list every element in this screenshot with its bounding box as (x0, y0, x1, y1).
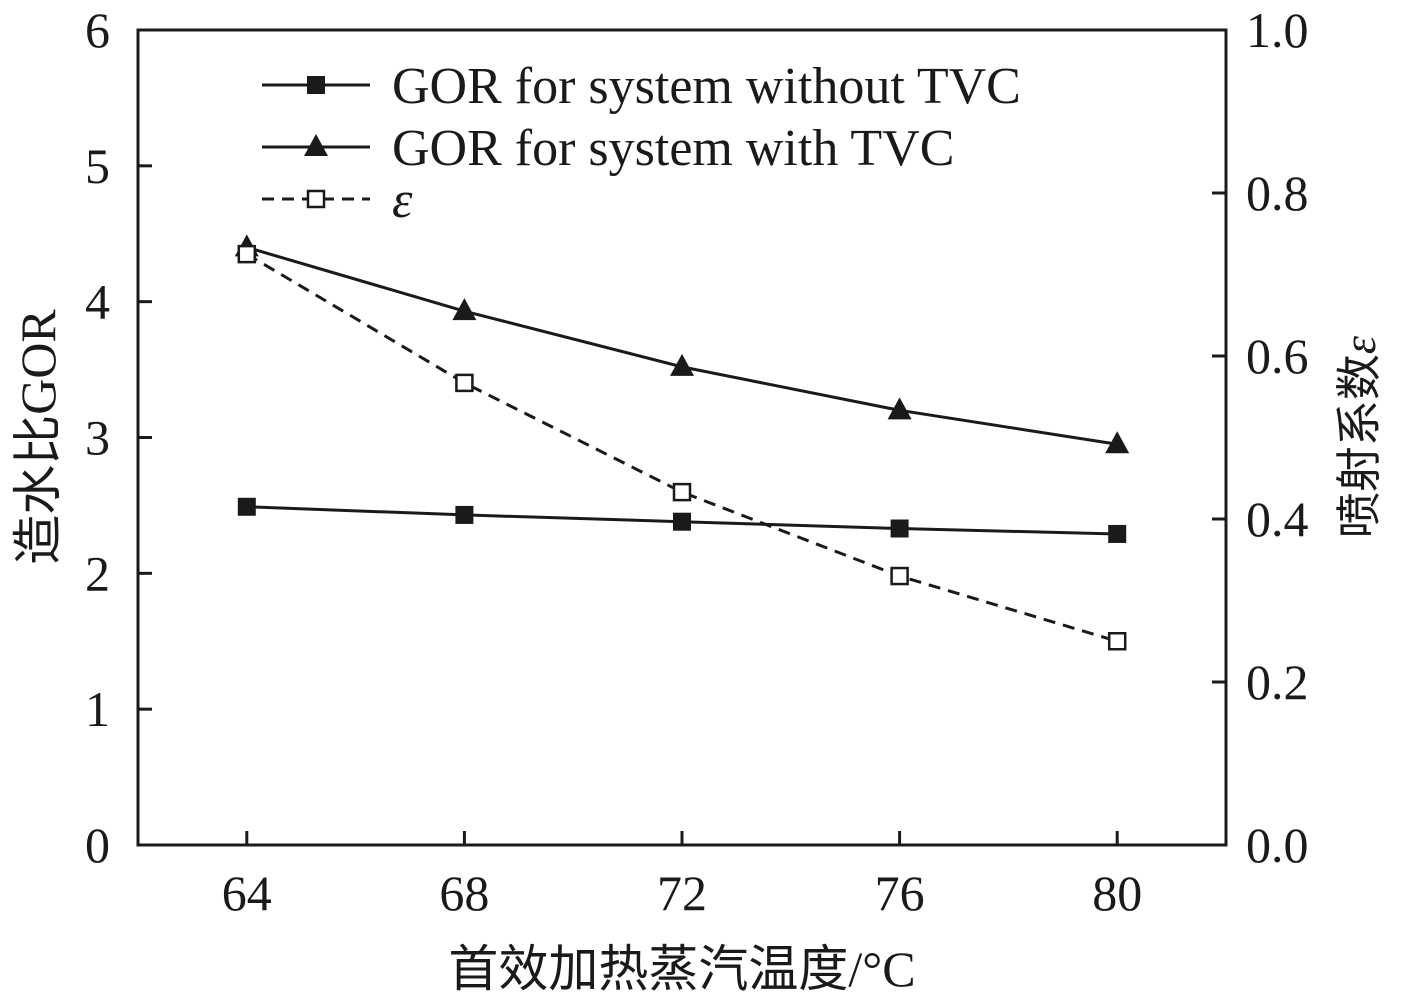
y2-tick-label: 1.0 (1246, 2, 1309, 58)
series-epsilon-point (672, 482, 692, 502)
y2-tick-label: 0.4 (1246, 491, 1309, 547)
series-with-tvc-line (246, 245, 1118, 446)
series-epsilon-point (455, 373, 474, 393)
series-with-tvc (234, 234, 1130, 454)
x-tick-label: 68 (439, 865, 489, 921)
y2-tick-label: 0.8 (1246, 165, 1309, 221)
x-axis-label: 首效加热蒸汽温度/°C (448, 941, 915, 997)
legend-label: GOR for system without TVC (392, 58, 1021, 115)
series-epsilon-point (1107, 632, 1127, 651)
series-without-tvc-point (237, 497, 256, 516)
y-tick-label: 2 (85, 545, 110, 601)
series-epsilon (237, 244, 1127, 651)
legend-marker (307, 76, 325, 94)
series-with-tvc-point (670, 353, 694, 376)
legend-entry: GOR for system with TVC (262, 120, 954, 177)
y2-axis-label: 喷射系数ε (1334, 335, 1385, 538)
y-tick-label: 6 (85, 2, 110, 58)
legend-entry: GOR for system without TVC (262, 58, 1021, 115)
series-epsilon-line (246, 252, 1118, 643)
y-tick-label: 4 (85, 274, 110, 330)
series-without-tvc (237, 497, 1127, 543)
legend-marker (306, 189, 326, 209)
y2-tick-label: 0.0 (1246, 817, 1309, 873)
legend-label: GOR for system with TVC (392, 120, 954, 177)
y-tick-label: 1 (85, 681, 110, 737)
y-tick-label: 5 (85, 138, 110, 194)
y2-tick-label: 0.2 (1246, 654, 1309, 710)
series-with-tvc-point (887, 397, 912, 420)
y2-tick-label: 0.6 (1246, 328, 1309, 384)
legend-entry: ε (262, 172, 413, 229)
legend-marker (304, 134, 328, 156)
series-epsilon-point (237, 244, 257, 264)
x-tick-label: 72 (657, 865, 707, 921)
x-tick-label: 80 (1092, 865, 1142, 921)
y-axis-label: 造水比GOR (10, 309, 66, 565)
series-without-tvc-point (673, 512, 691, 531)
y-tick-label: 0 (85, 817, 110, 873)
series-with-tvc-point (452, 298, 477, 321)
series-with-tvc-point (1105, 431, 1130, 454)
x-tick-label: 64 (222, 865, 272, 921)
right-axis: 0.0 0.2 0.4 0.6 0.8 1.0 (1212, 2, 1309, 873)
series-without-tvc-point (455, 505, 474, 524)
x-tick-label: 76 (875, 865, 925, 921)
series-epsilon-point (890, 566, 909, 586)
series-without-tvc-point (890, 519, 909, 538)
left-axis: 0 1 2 3 4 5 6 (85, 2, 152, 873)
series-layer (234, 234, 1130, 651)
legend-label: ε (392, 172, 413, 229)
bottom-axis: 64 68 72 76 80 (222, 831, 1142, 921)
y2-axis-label-symbol: ε (1334, 335, 1385, 354)
series-without-tvc-point (1108, 524, 1127, 543)
y-tick-label: 3 (85, 410, 110, 466)
y2-axis-label-text: 喷射系数 (1334, 354, 1385, 538)
